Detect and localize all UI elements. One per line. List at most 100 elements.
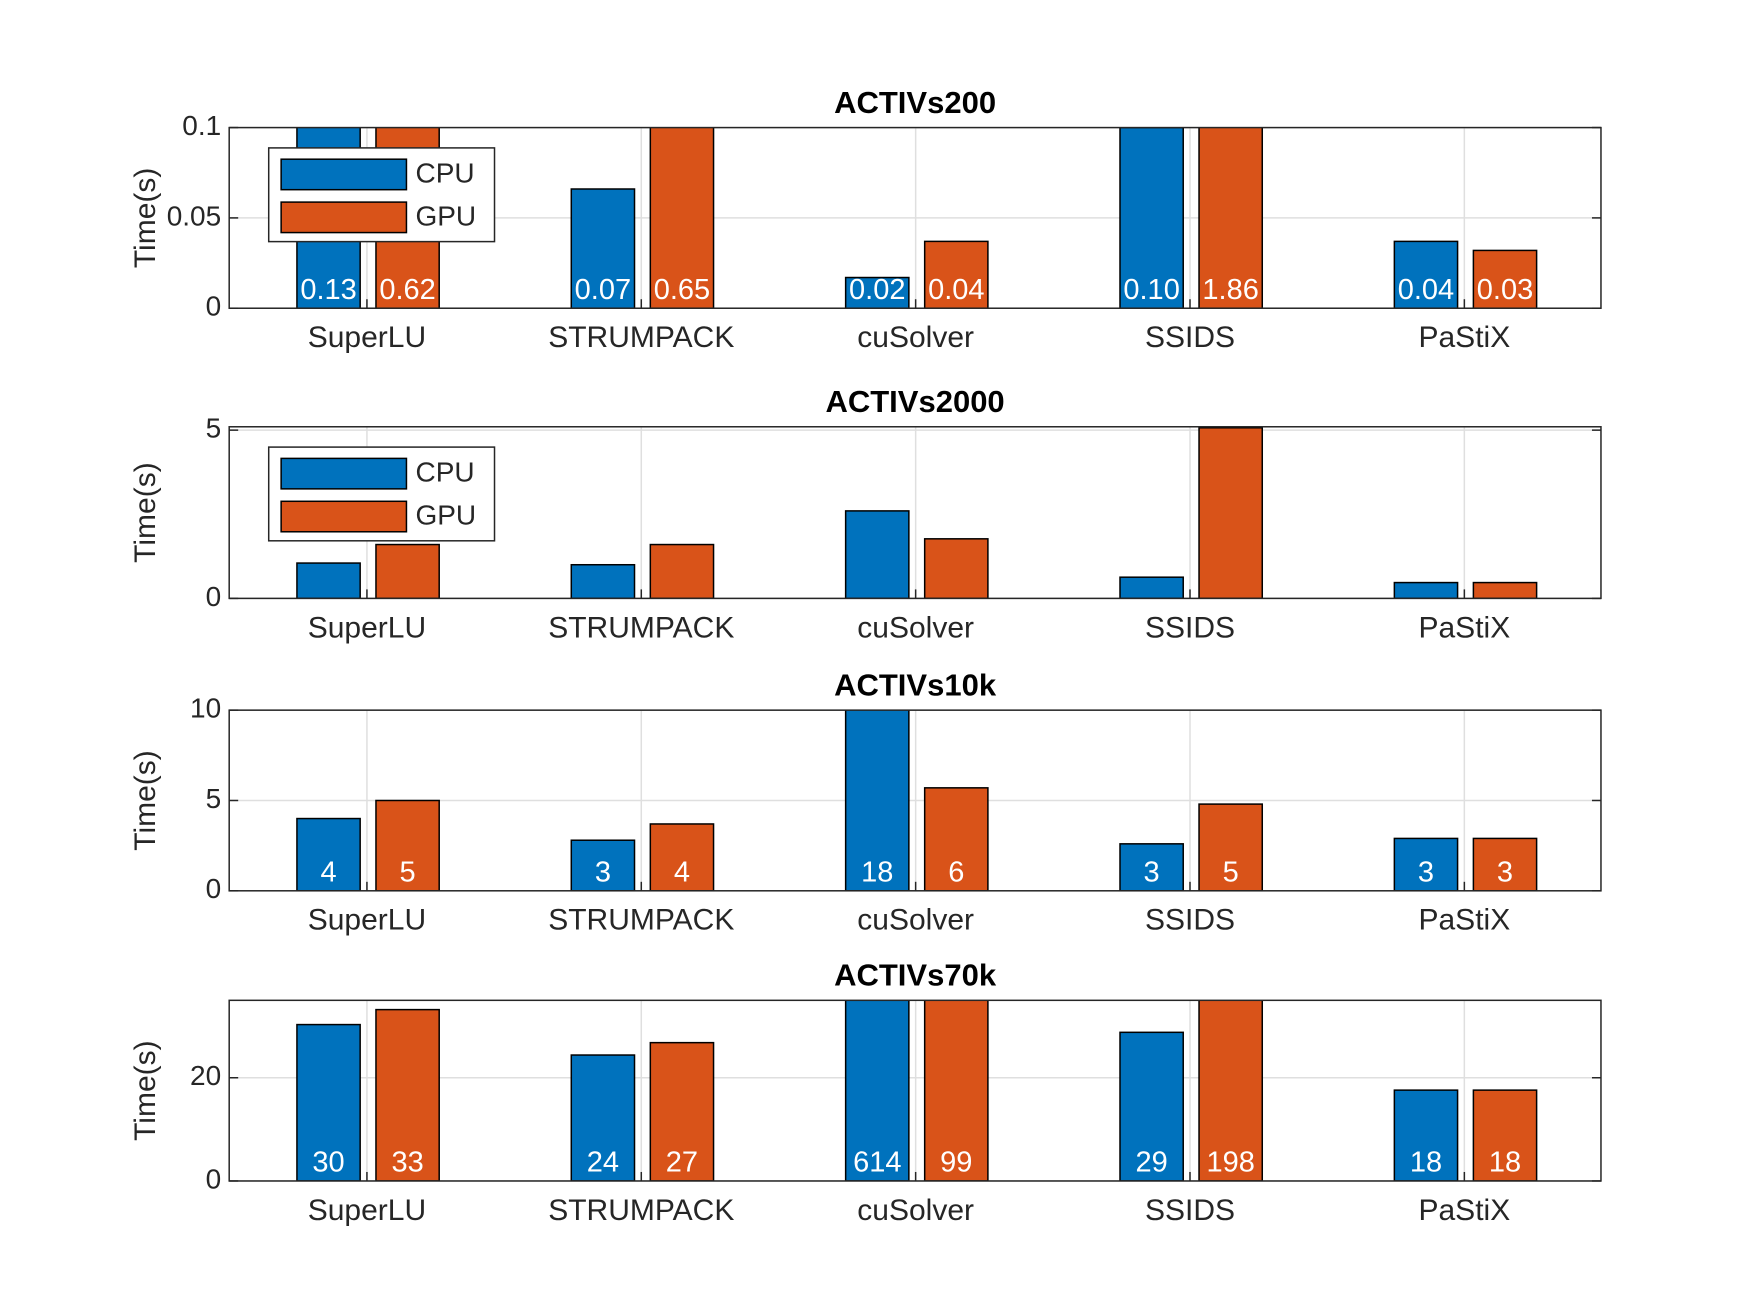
bar	[1198, 427, 1264, 599]
y-axis-label: Time(s)	[129, 168, 162, 269]
data-label: 29	[1135, 1147, 1167, 1179]
bar	[844, 276, 910, 309]
x-tick-label: cuSolver	[857, 611, 974, 644]
data-label: 30	[312, 1147, 344, 1179]
y-tick-label: 0	[206, 873, 222, 904]
bar	[844, 510, 910, 599]
axes: 0 0.05 0.1 SuperLU STRUMPACK cuSolver SSIDS PaS…	[129, 85, 1602, 354]
data-label: 0.10	[1123, 274, 1179, 306]
bar	[1198, 127, 1264, 309]
data-label: 24	[587, 1147, 619, 1179]
x-tick-label: cuSolver	[857, 1194, 974, 1227]
axes-box	[228, 126, 1602, 309]
data-label: 3	[1144, 856, 1160, 888]
bar	[1198, 803, 1264, 891]
y-tick-label: 20	[190, 1060, 221, 1091]
data-label: 0.62	[379, 274, 435, 306]
bar	[923, 538, 989, 599]
x-tick-label: cuSolver	[857, 321, 974, 354]
bar	[1119, 576, 1184, 599]
x-tick-label: cuSolver	[857, 904, 974, 937]
data-label: 0.13	[300, 274, 356, 306]
axes: 0 5 SuperLU STRUMPACK cuSolver SSIDS PaStiX ACT…	[129, 384, 1602, 644]
bar	[923, 1000, 989, 1181]
bar	[296, 562, 361, 599]
x-tick-label: SuperLU	[308, 1194, 426, 1227]
y-tick-label: 0	[206, 1163, 222, 1194]
data-label: 27	[666, 1147, 698, 1179]
data-label: 0.02	[849, 274, 905, 306]
legend-swatch	[280, 500, 408, 533]
axes: 0 20 SuperLU STRUMPACK cuSolver SSIDS PaStiX 30…	[129, 958, 1602, 1227]
y-tick-label: 0.1	[182, 110, 221, 141]
bar	[649, 1041, 715, 1181]
x-tick-label: STRUMPACK	[548, 321, 734, 354]
data-label: 3	[595, 856, 611, 888]
x-tick-label: SuperLU	[308, 611, 426, 644]
bars	[296, 427, 1538, 599]
bar	[1472, 837, 1538, 891]
x-tick-label: SSIDS	[1145, 904, 1235, 937]
legend-swatch	[280, 201, 408, 234]
bar	[1393, 581, 1459, 599]
bar	[1472, 249, 1538, 309]
data-label: 0.07	[575, 274, 631, 306]
x-tick-label: STRUMPACK	[548, 904, 734, 937]
legend-label: GPU	[415, 499, 476, 530]
bar	[570, 839, 636, 891]
data-label: 99	[940, 1147, 972, 1179]
bar	[296, 1023, 361, 1181]
bar	[923, 787, 989, 891]
x-tick-label: SSIDS	[1145, 1194, 1235, 1227]
bar	[570, 1054, 636, 1181]
bar	[570, 188, 636, 309]
x-tick-label: SSIDS	[1145, 321, 1235, 354]
bar	[1393, 240, 1459, 309]
x-tick-label: PaStiX	[1418, 611, 1510, 644]
data-label: 18	[861, 856, 893, 888]
data-label: 198	[1206, 1147, 1254, 1179]
legend-swatch	[280, 457, 408, 490]
x-tick-label: SuperLU	[308, 321, 426, 354]
data-label: 3	[1418, 856, 1434, 888]
bar	[1393, 1089, 1459, 1181]
data-label: 0.04	[928, 274, 984, 306]
y-axis-label: Time(s)	[129, 750, 162, 851]
x-tick-label: PaStiX	[1418, 1194, 1510, 1227]
bar	[1472, 581, 1538, 599]
data-label: 5	[400, 856, 416, 888]
y-tick-label: 5	[206, 783, 222, 814]
axes-box	[228, 999, 1602, 1182]
data-label: 18	[1410, 1147, 1442, 1179]
data-label: 4	[320, 856, 336, 888]
chart-title: ACTIVs2000	[825, 384, 1004, 419]
legend-label: CPU	[415, 157, 474, 188]
axes-box	[228, 709, 1602, 892]
x-tick-label: SSIDS	[1145, 611, 1235, 644]
axes: 0 5 10 SuperLU STRUMPACK cuSolver SSIDS PaStiX 4…	[129, 667, 1602, 937]
bar	[570, 563, 636, 599]
bar	[1198, 1000, 1264, 1181]
bar	[1119, 1031, 1184, 1181]
bar	[1119, 127, 1184, 309]
chart-title: ACTIVs70k	[834, 958, 997, 993]
data-label: 5	[1223, 856, 1239, 888]
data-label: 18	[1489, 1147, 1521, 1179]
data-label: 0.03	[1477, 274, 1533, 306]
bar	[375, 543, 440, 599]
legend-swatch	[280, 158, 408, 191]
x-tick-label: SuperLU	[308, 904, 426, 937]
data-label: 4	[674, 856, 690, 888]
y-axis-label: Time(s)	[129, 462, 162, 563]
y-tick-label: 5	[206, 413, 222, 444]
data-label: 6	[948, 856, 964, 888]
data-label: 614	[853, 1147, 901, 1179]
y-tick-label: 10	[190, 693, 221, 724]
x-tick-label: PaStiX	[1418, 904, 1510, 937]
bar	[649, 127, 715, 309]
y-tick-label: 0.05	[167, 200, 222, 231]
bar	[923, 240, 989, 309]
axes-box	[228, 426, 1602, 600]
